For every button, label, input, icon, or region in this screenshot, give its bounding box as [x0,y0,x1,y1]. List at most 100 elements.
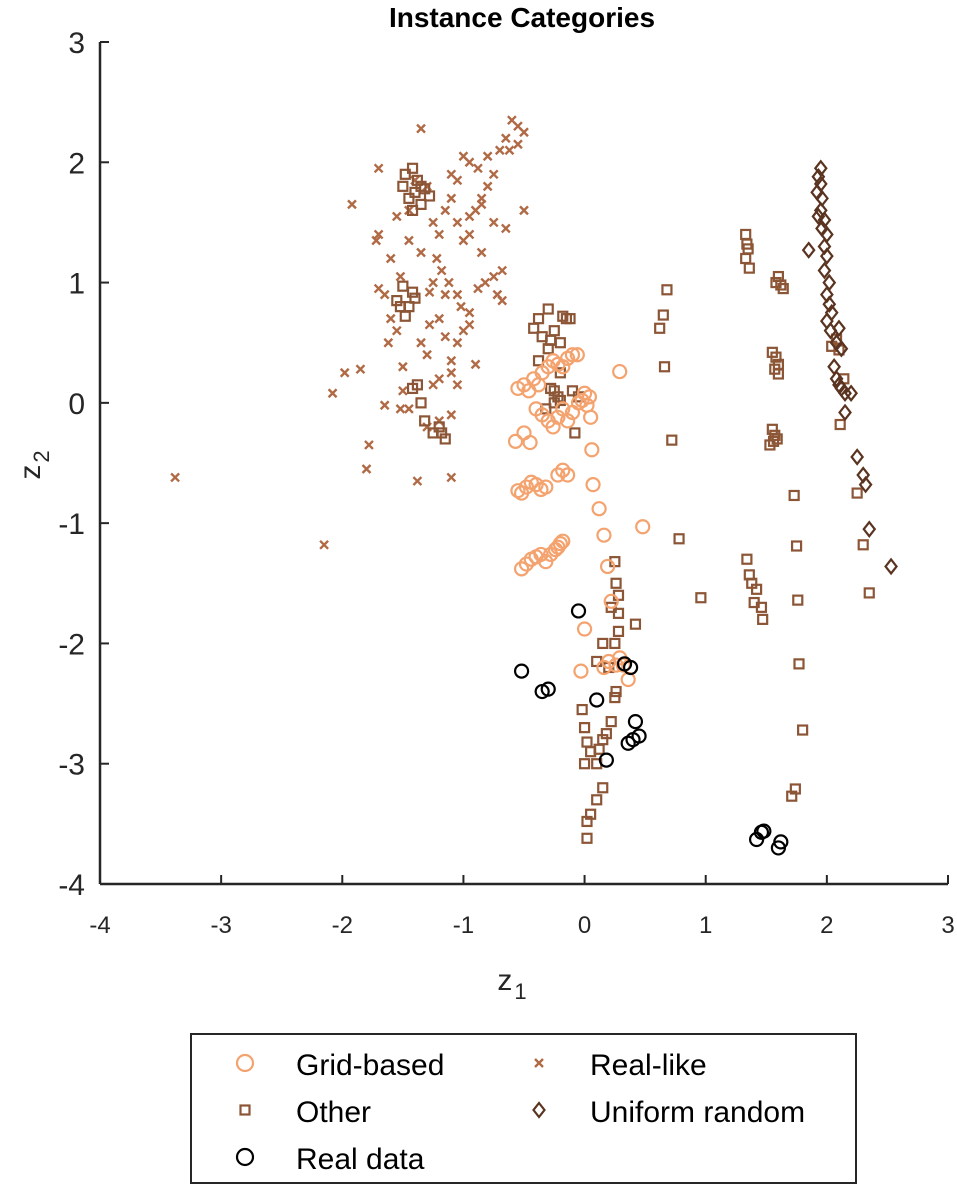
data-point [560,413,576,429]
x-tick-label: 2 [820,912,833,939]
data-point [542,303,554,315]
legend-entry-uniform-random: Uniform random [532,1096,805,1129]
data-point [750,583,763,595]
data-point [409,292,421,304]
data-point [801,241,816,259]
x-axis-label-subscript: 1 [514,979,526,1004]
data-point [433,421,445,433]
data-point [373,163,384,174]
data-point [790,540,803,552]
data-point [554,337,566,349]
series-other [391,162,875,844]
data-point [770,276,782,289]
data-point [507,433,524,449]
legend-entry-other: Other [239,1096,371,1129]
data-point [497,295,508,306]
data-point [555,462,571,478]
data-point [605,716,617,728]
data-point [635,519,651,535]
data-point [863,587,875,599]
data-point [832,319,846,338]
legend-marker [235,1053,255,1073]
data-point [581,832,593,844]
data-point [373,283,384,294]
legend: Grid-based Real-like Other Uniform random Re… [190,1033,857,1184]
data-point [398,385,408,396]
data-point [476,247,487,258]
data-point [661,284,673,296]
data-point [884,557,898,576]
ticks: -4 -3 -2 -1 0 1 2 3 -4 -3 -2 -1 0 1 2 3 [58,27,954,939]
data-point [838,403,852,422]
data-point [569,347,585,363]
data-point [792,594,804,606]
data-point [857,539,869,551]
data-point [583,409,599,425]
data-point [327,388,338,399]
data-point [576,703,588,716]
data-point [573,663,589,679]
data-point [743,262,755,274]
data-point [574,392,590,409]
data-point [404,235,414,246]
legend-marker [534,1058,544,1068]
data-point [422,349,432,360]
data-point [391,295,403,307]
data-point [416,337,426,348]
data-point [436,265,447,276]
legend-entries: Grid-based Real-like Other Uniform random Re… [235,1049,805,1176]
data-point [361,464,372,474]
data-point [548,325,560,337]
data-point [591,501,607,517]
data-point [385,313,396,324]
data-point [406,204,419,216]
data-point [770,351,782,363]
data-point [631,728,647,744]
data-point [452,289,463,300]
legend-entry-real-like: Real-like [534,1049,707,1082]
y-tick-label: 0 [68,388,85,421]
legend-marker [239,1104,251,1116]
data-point [851,487,863,499]
data-point [538,479,554,495]
data-point [673,533,685,545]
data-point [411,379,423,391]
data-point [488,169,499,180]
x-axis-label: z1 [497,964,526,1004]
data-point [427,427,439,439]
data-point [817,211,832,229]
data-point [581,815,593,828]
data-point [560,467,576,483]
legend-label: Grid-based [296,1049,444,1082]
data-point [569,427,581,439]
data-point [385,253,396,264]
x-tick-label: -4 [89,912,110,939]
x-tick-label: -1 [453,912,474,939]
legend-label: Other [296,1096,371,1129]
data-point [555,359,571,375]
data-point [695,592,707,604]
data-point [500,133,511,144]
data-point [756,823,772,839]
data-point [564,313,576,325]
data-point [364,440,374,450]
data-point [513,663,530,679]
data-point [371,235,382,246]
data-point [755,601,768,613]
data-point [452,337,463,348]
data-point [777,282,789,295]
data-point [398,361,408,372]
data-point [522,434,538,451]
y-tick-label: -3 [58,749,85,782]
data-point [456,301,466,312]
data-point [373,229,384,240]
y-axis-label: z2 [14,450,54,479]
x-tick-label: -2 [332,912,353,939]
data-point [504,145,515,156]
data-point [554,394,566,407]
data-point [789,783,801,795]
data-point [482,181,493,192]
x-tick-label: -3 [210,912,231,939]
data-point [827,357,842,376]
data-point [379,400,390,411]
